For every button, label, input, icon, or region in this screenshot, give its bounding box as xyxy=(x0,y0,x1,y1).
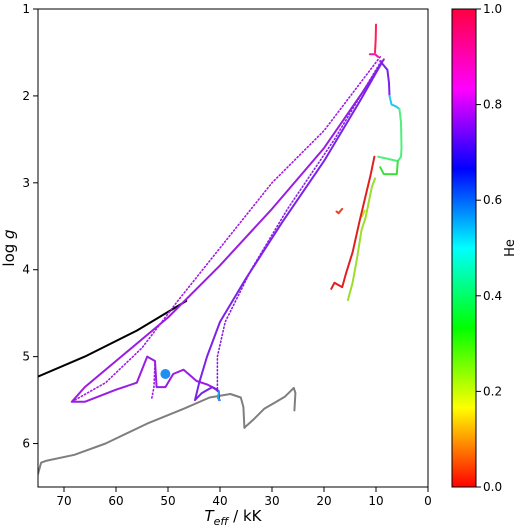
colorbar-tick-label: 0.4 xyxy=(483,289,502,303)
series-line-9 xyxy=(368,53,380,58)
marker-layer xyxy=(160,369,171,380)
x-tick-label: 0 xyxy=(424,494,432,508)
series-line-16 xyxy=(330,155,376,290)
plot-frame xyxy=(37,8,429,488)
x-tick-label: 40 xyxy=(212,494,227,508)
colorbar-gradient xyxy=(451,8,477,488)
colorbar-tick-label: 0.2 xyxy=(483,384,502,398)
series-line-13 xyxy=(379,160,399,176)
x-tick-label: 30 xyxy=(264,494,279,508)
x-tick-label: 70 xyxy=(56,494,71,508)
y-tick-label: 2 xyxy=(22,89,30,103)
series-line-14 xyxy=(346,177,376,302)
series-line-18 xyxy=(216,390,221,402)
series-line-7 xyxy=(150,360,156,401)
y-tick-label: 1 xyxy=(22,2,30,16)
y-tick-label: 5 xyxy=(22,350,30,364)
colorbar-tick-label: 0.6 xyxy=(483,193,502,207)
x-tick-label: 60 xyxy=(108,494,123,508)
x-tick-label: 50 xyxy=(160,494,175,508)
y-axis-label: log g xyxy=(0,229,18,266)
series-line-6 xyxy=(216,60,382,393)
x-tick-label: 10 xyxy=(368,494,383,508)
series-line-17 xyxy=(335,207,344,215)
series-line-3 xyxy=(70,58,385,403)
data-point-marker-1 xyxy=(160,369,171,380)
x-tick-label: 20 xyxy=(316,494,331,508)
series-line-4 xyxy=(194,61,383,402)
y-tick-label: 3 xyxy=(22,176,30,190)
plot-area: 70 60 50 40 30 20 10 0 1 2 3 4 5 6 Teff / kK log g xyxy=(0,2,432,527)
x-axis-ticks: 70 60 50 40 30 20 10 0 xyxy=(56,487,432,508)
colorbar-tick-label: 0.8 xyxy=(483,98,502,112)
colorbar-ticks: 0.0 0.2 0.4 0.6 0.8 1.0 xyxy=(476,2,502,494)
series-line-1 xyxy=(38,300,188,378)
series-line-5 xyxy=(71,56,381,403)
colorbar-tick-label: 1.0 xyxy=(483,2,502,16)
series-line-2 xyxy=(38,386,297,475)
series-line-12 xyxy=(377,107,403,163)
series-layer xyxy=(38,23,403,475)
x-axis-label: Teff / kK xyxy=(204,507,262,527)
y-tick-label: 4 xyxy=(22,263,30,277)
colorbar-tick-label: 0.0 xyxy=(483,480,502,494)
y-axis-ticks: 1 2 3 4 5 6 xyxy=(22,2,38,451)
y-tick-label: 6 xyxy=(22,437,30,451)
series-line-11 xyxy=(388,94,401,110)
colorbar: 0.0 0.2 0.4 0.6 0.8 1.0 He xyxy=(451,2,518,494)
series-line-10 xyxy=(379,60,391,97)
colorbar-label: He xyxy=(503,239,518,257)
series-line-8 xyxy=(374,23,377,54)
